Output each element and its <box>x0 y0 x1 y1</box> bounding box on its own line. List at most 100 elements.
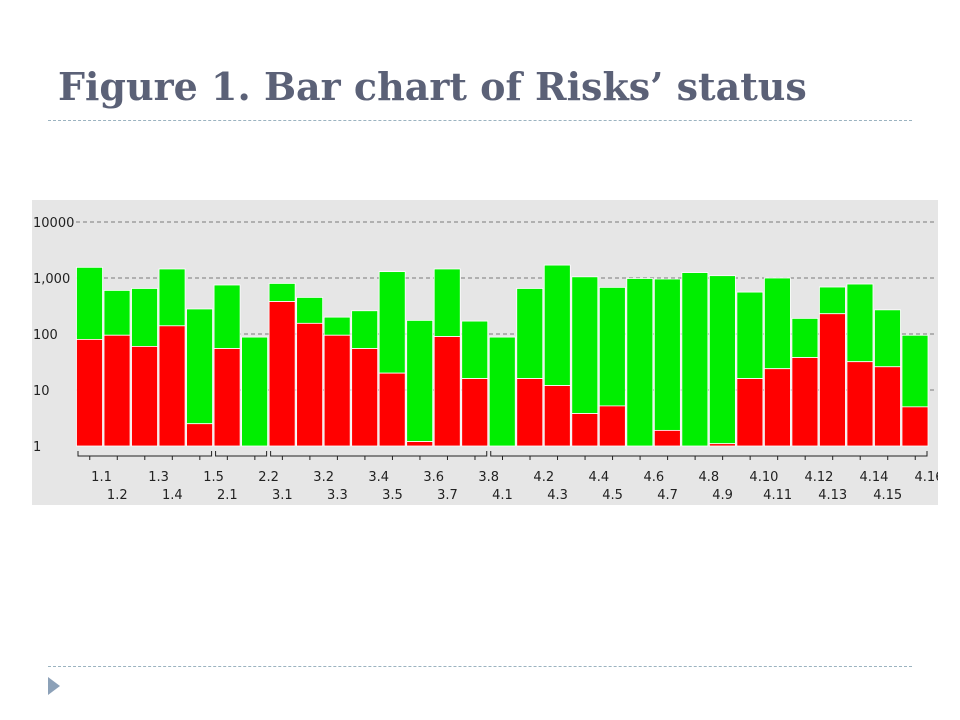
bar-red <box>598 405 626 447</box>
group-bracket <box>490 451 928 457</box>
y-tick-label: 1 <box>33 440 41 455</box>
x-tick-label: 4.5 <box>602 488 623 503</box>
bar-green <box>653 278 681 431</box>
bar-red <box>268 301 296 447</box>
x-tick-label: 3.5 <box>382 488 403 503</box>
x-tick-label: 3.4 <box>368 470 389 485</box>
x-tick-label: 4.15 <box>873 488 902 503</box>
bar-green <box>516 288 544 379</box>
bar-red <box>433 336 461 447</box>
x-tick-label: 4.7 <box>657 488 678 503</box>
bar-red <box>323 334 351 447</box>
bar-green <box>378 271 406 374</box>
bar-green <box>488 336 516 447</box>
bar-red <box>653 429 681 447</box>
bar-green <box>76 266 103 340</box>
bar-red <box>736 378 764 447</box>
group-bracket <box>215 451 268 457</box>
x-tick-label: 4.6 <box>643 470 664 485</box>
x-tick-label: 2.1 <box>217 488 238 503</box>
x-tick-label: 4.13 <box>818 488 847 503</box>
x-tick-label: 4.8 <box>699 470 720 485</box>
y-tick-label: 1,000 <box>33 272 70 287</box>
x-tick-label: 4.16 <box>915 470 938 485</box>
group-bracket <box>270 451 488 457</box>
bar-green <box>103 290 131 336</box>
bullet-arrow-icon <box>48 677 60 695</box>
x-tick-label: 1.1 <box>91 470 112 485</box>
x-tick-label: 4.10 <box>749 470 778 485</box>
bar-red <box>76 339 103 447</box>
bar-green <box>543 264 571 386</box>
bar-green <box>213 284 241 349</box>
x-tick-label: 4.3 <box>547 488 568 503</box>
x-tick-label: 3.8 <box>478 470 499 485</box>
bar-green <box>764 277 791 370</box>
bar-green <box>323 316 351 336</box>
x-tick-label: 1.5 <box>203 470 224 485</box>
group-brackets <box>77 451 928 460</box>
bar-red <box>874 366 901 447</box>
y-tick-label: 100 <box>33 328 58 343</box>
bar-red <box>103 334 131 447</box>
bar-red <box>131 346 158 447</box>
title-divider <box>48 120 912 121</box>
slide-title: Figure 1. Bar chart of Risks’ status <box>58 64 807 109</box>
bar-green <box>736 291 764 379</box>
x-tick-label: 1.3 <box>148 470 169 485</box>
bar-green <box>296 297 324 324</box>
bar-red <box>516 378 544 447</box>
bar-green <box>681 272 709 447</box>
bar-red <box>406 441 434 447</box>
x-tick-label: 1.4 <box>162 488 183 503</box>
x-tick-label: 2.2 <box>258 470 279 485</box>
bar-red <box>901 406 929 447</box>
x-tick-label: 3.6 <box>423 470 444 485</box>
bar-green <box>406 319 434 442</box>
group-bracket <box>77 451 213 457</box>
bar-green <box>626 278 654 447</box>
y-tick-labels: 1 10 100 1,000 10000 <box>33 216 74 455</box>
bar-red <box>819 313 846 447</box>
bar-green <box>131 288 158 347</box>
x-tick-label: 1.2 <box>107 488 128 503</box>
bar-red <box>708 443 736 447</box>
bar-green <box>268 283 296 302</box>
x-tick-label: 3.1 <box>272 488 293 503</box>
x-tick-labels: 1.1 1.2 1.3 1.4 1.5 2.1 2.2 3.1 3.2 3.3 3.4 3.5 3.6 3… <box>91 470 938 503</box>
bar-red <box>213 348 241 447</box>
x-tick-label: 4.9 <box>712 488 733 503</box>
x-tick-label: 4.1 <box>492 488 513 503</box>
bar-green <box>846 283 874 363</box>
chart-panel: 1 10 100 1,000 10000 1.1 1.2 1.3 1.4 1.5 2.1 2.2 3.… <box>32 200 938 505</box>
bar-red <box>764 368 791 447</box>
bar-red <box>461 378 489 447</box>
bar-red <box>296 322 324 447</box>
bar-green <box>158 268 186 327</box>
footer-divider <box>48 666 912 667</box>
y-tick-label: 10 <box>33 384 50 399</box>
x-tick-label: 3.3 <box>327 488 348 503</box>
bar-green <box>874 309 901 368</box>
bar-red <box>378 372 406 447</box>
bar-red <box>186 423 213 447</box>
x-tick-label: 4.14 <box>859 470 888 485</box>
x-tick-label: 4.4 <box>588 470 609 485</box>
x-tick-label: 3.7 <box>437 488 458 503</box>
risk-status-bar-chart: 1 10 100 1,000 10000 1.1 1.2 1.3 1.4 1.5 2.1 2.2 3.… <box>33 216 938 503</box>
x-tick-label: 3.2 <box>313 470 334 485</box>
bar-red <box>571 413 599 447</box>
bar-red <box>543 385 571 447</box>
bar-green <box>819 286 846 315</box>
bar-red <box>791 357 819 447</box>
bar-green <box>791 317 819 358</box>
bar-green <box>708 275 736 445</box>
x-tick-label: 4.11 <box>763 488 792 503</box>
bars-layer <box>76 264 929 447</box>
bar-green <box>433 268 461 337</box>
bar-red <box>351 348 379 447</box>
y-tick-label: 10000 <box>33 216 74 231</box>
bar-green <box>351 310 379 349</box>
bar-red <box>846 361 874 447</box>
bar-green <box>598 286 626 407</box>
